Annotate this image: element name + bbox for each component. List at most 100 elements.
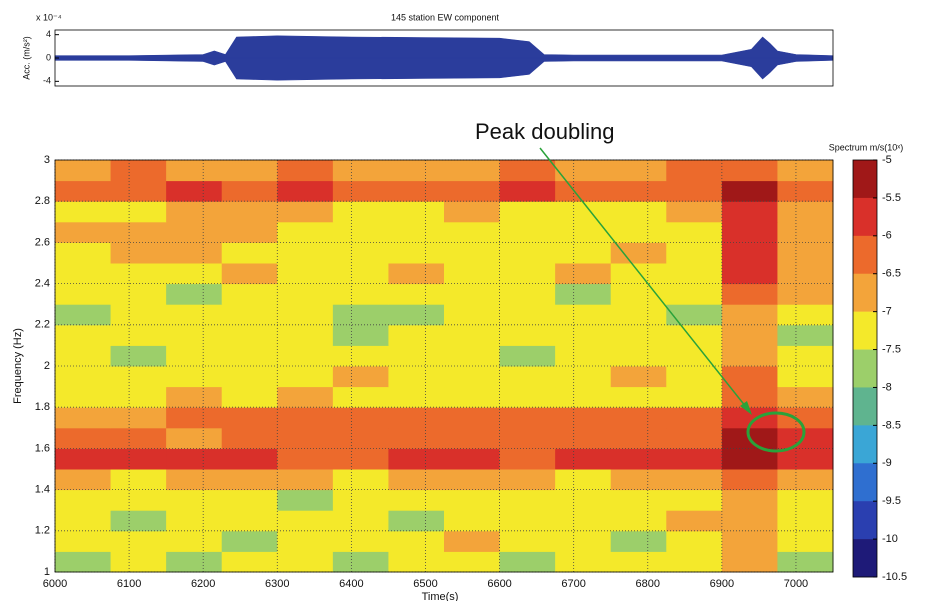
heat-cell: [444, 366, 501, 388]
heat-cell: [444, 551, 501, 573]
heat-cell: [777, 448, 834, 470]
heat-cell: [221, 180, 278, 202]
heat-cell: [666, 427, 723, 449]
heat-cell: [610, 221, 667, 243]
heat-cell: [499, 345, 556, 367]
heat-cell: [332, 407, 389, 429]
heat-cell: [166, 283, 223, 305]
heat-cell: [721, 366, 778, 388]
heat-cell: [277, 221, 334, 243]
heat-cell: [166, 530, 223, 552]
x-tick-label: 6200: [191, 578, 215, 590]
heat-cell: [721, 160, 778, 182]
heat-cell: [221, 263, 278, 285]
heat-cell: [388, 263, 445, 285]
heat-cell: [610, 551, 667, 573]
heat-cell: [388, 530, 445, 552]
heat-cell: [277, 427, 334, 449]
heat-cell: [55, 201, 112, 223]
heat-cell: [221, 345, 278, 367]
x-axis-label: Time(s): [422, 591, 459, 601]
heat-cell: [666, 489, 723, 511]
heat-cell: [277, 160, 334, 182]
heat-cell: [332, 324, 389, 346]
heat-cell: [610, 180, 667, 202]
plot-frame: [54, 159, 834, 573]
heat-cell: [55, 407, 112, 429]
heat-cell: [777, 489, 834, 511]
x-tick-label: 6900: [710, 578, 734, 590]
heat-cell: [166, 221, 223, 243]
colorbar-tick-label: -7.5: [882, 343, 901, 355]
x-tick-label: 6100: [117, 578, 141, 590]
heat-cell: [777, 530, 834, 552]
x-tick-label: 6500: [413, 578, 437, 590]
heat-cell: [221, 324, 278, 346]
heat-cell: [388, 551, 445, 573]
colorbar-tick-label: -8.5: [882, 419, 901, 431]
heat-cell: [221, 489, 278, 511]
heat-cell: [555, 160, 612, 182]
heat-cell: [666, 551, 723, 573]
heat-cell: [610, 345, 667, 367]
heat-cell: [610, 386, 667, 408]
heat-cell: [110, 263, 167, 285]
heat-cell: [332, 180, 389, 202]
y-tick-label: 2.4: [35, 278, 50, 290]
heat-cell: [444, 448, 501, 470]
heat-cell: [777, 263, 834, 285]
heat-cell: [277, 551, 334, 573]
heat-cell: [277, 263, 334, 285]
heat-cell: [777, 510, 834, 532]
heat-cell: [332, 427, 389, 449]
heat-cell: [444, 263, 501, 285]
heat-cell: [444, 345, 501, 367]
heat-cell: [110, 201, 167, 223]
heat-cell: [721, 407, 778, 429]
y-tick-label: 1.2: [35, 525, 50, 537]
colorbar-tick-label: -6.5: [882, 268, 901, 280]
heat-cell: [277, 201, 334, 223]
heat-cell: [555, 407, 612, 429]
heat-cell: [110, 324, 167, 346]
heat-cell: [332, 221, 389, 243]
heat-cell: [221, 469, 278, 491]
heat-cell: [499, 427, 556, 449]
heat-cell: [388, 180, 445, 202]
heat-cell: [777, 324, 834, 346]
heat-cell: [555, 530, 612, 552]
heat-cell: [721, 551, 778, 573]
heat-cell: [55, 324, 112, 346]
colorbar-tick-label: -10.5: [882, 571, 907, 583]
heat-cell: [721, 242, 778, 264]
heat-cell: [166, 551, 223, 573]
heat-cell: [444, 201, 501, 223]
heat-cell: [499, 386, 556, 408]
heat-cell: [555, 283, 612, 305]
heat-cell: [555, 221, 612, 243]
heat-cell: [666, 304, 723, 326]
colorbar-segment: [853, 273, 877, 312]
heat-cell: [721, 201, 778, 223]
heat-cell: [277, 448, 334, 470]
heat-cell: [499, 489, 556, 511]
heat-cell: [610, 469, 667, 491]
heat-cell: [499, 304, 556, 326]
heat-cell: [110, 283, 167, 305]
heat-cell: [555, 304, 612, 326]
heat-cell: [666, 180, 723, 202]
heat-cell: [55, 469, 112, 491]
heat-cell: [110, 469, 167, 491]
heat-cell: [444, 489, 501, 511]
heat-cell: [55, 283, 112, 305]
heat-cell: [332, 530, 389, 552]
heat-cell: [666, 160, 723, 182]
colorbar-segment: [853, 539, 877, 578]
heat-cell: [499, 283, 556, 305]
heat-cell: [777, 160, 834, 182]
heat-cell: [221, 160, 278, 182]
heat-cell: [388, 386, 445, 408]
heat-cell: [332, 386, 389, 408]
heat-cell: [110, 304, 167, 326]
